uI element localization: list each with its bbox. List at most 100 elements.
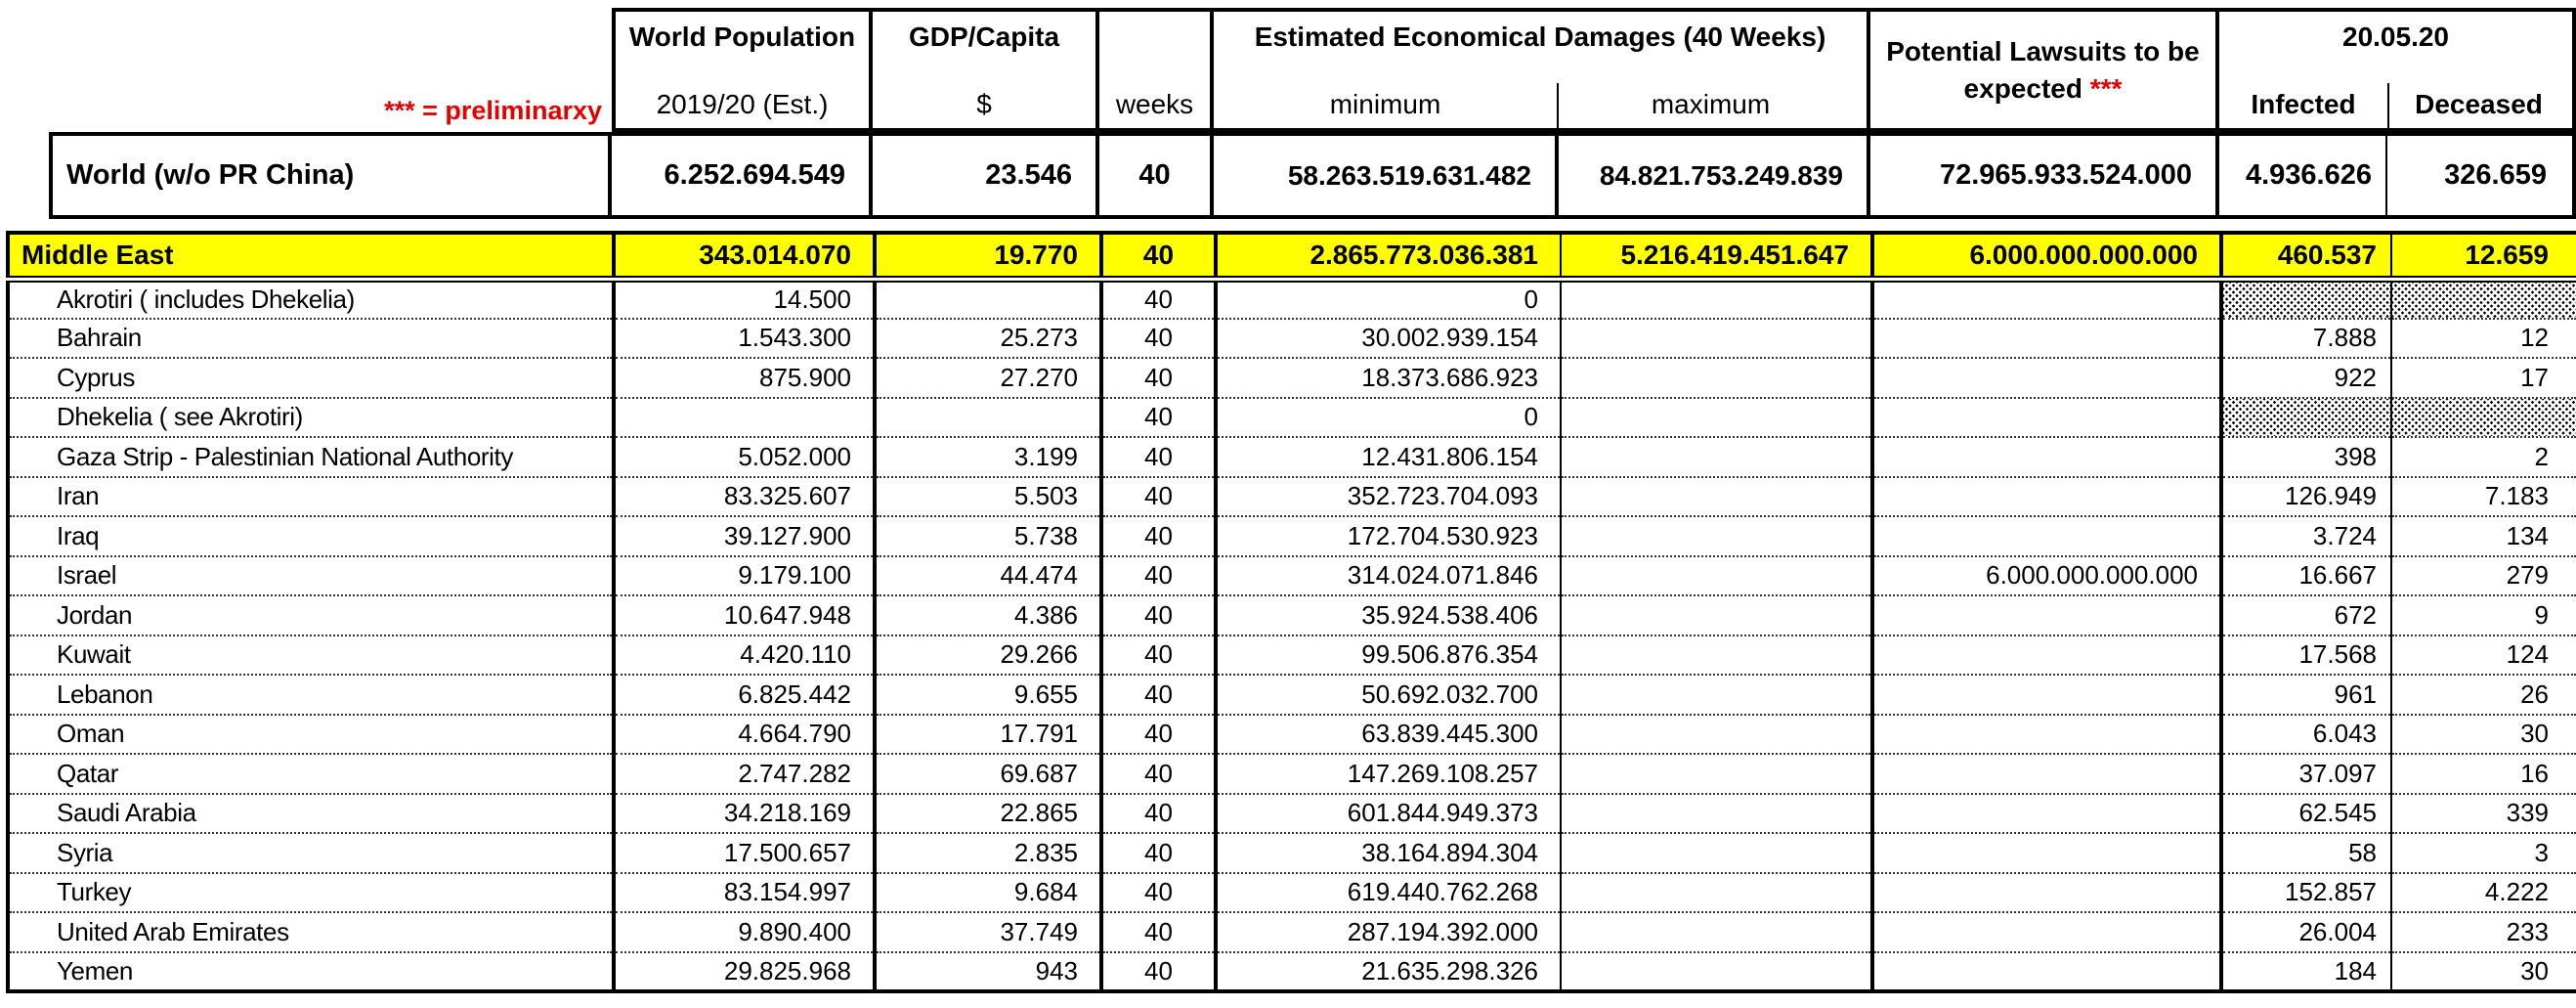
- world-name: World (w/o PR China): [66, 159, 355, 191]
- country-lawsuits: [1870, 753, 2221, 794]
- country-population: [612, 396, 875, 437]
- country-weeks: 40: [1099, 792, 1216, 833]
- country-deceased: 4.222: [2390, 871, 2576, 912]
- country-damages-min: 619.440.762.268: [1214, 871, 1561, 912]
- country-damages-min: 63.839.445.300: [1214, 713, 1561, 754]
- country-damages-max: [1560, 554, 1872, 595]
- country-weeks: 40: [1099, 554, 1216, 595]
- country-damages-min: 0: [1214, 396, 1561, 437]
- country-weeks: 40: [1099, 317, 1216, 358]
- region-infected: 460.537: [2219, 233, 2391, 283]
- country-name: Bahrain: [8, 317, 614, 358]
- damages-title: Estimated Economical Damages (40 Weeks): [1254, 22, 1826, 52]
- table-row: Qatar 2.747.282 69.687 40 147.269.108.25…: [8, 753, 2576, 794]
- country-gdp: 29.266: [873, 634, 1101, 675]
- country-damages-max: [1560, 674, 1872, 715]
- country-damages-min: 147.269.108.257: [1214, 753, 1561, 794]
- country-damages-max: [1560, 753, 1872, 794]
- country-infected: 922: [2219, 357, 2391, 398]
- table-row: Oman 4.664.790 17.791 40 63.839.445.300 …: [8, 713, 2576, 754]
- world-deceased: 326.659: [2385, 136, 2572, 215]
- column-header-date: 20.05.20 Infected Deceased: [2219, 8, 2576, 132]
- lawsuits-title: Potential Lawsuits to be expected ***: [1886, 33, 2199, 108]
- country-infected: 184: [2219, 950, 2391, 991]
- country-gdp: 9.655: [873, 674, 1101, 715]
- country-name: Gaza Strip - Palestinian National Author…: [8, 436, 614, 477]
- middle-east-table: Middle East 343.014.070 19.770 40 2.865.…: [6, 231, 2576, 993]
- country-damages-min: 99.506.876.354: [1214, 634, 1561, 675]
- country-population: 17.500.657: [612, 832, 875, 873]
- region-population: 343.014.070: [612, 233, 875, 283]
- country-gdp: 9.684: [873, 871, 1101, 912]
- country-deceased: 30: [2390, 950, 2576, 991]
- country-deceased: 134: [2390, 515, 2576, 556]
- country-deceased: [2390, 396, 2576, 437]
- world-population: 6.252.694.549: [608, 136, 869, 215]
- country-deceased: 2: [2390, 436, 2576, 477]
- country-gdp: 5.503: [873, 475, 1101, 516]
- region-gdp: 19.770: [873, 233, 1101, 283]
- country-damages-max: [1560, 515, 1872, 556]
- country-population: 10.647.948: [612, 594, 875, 635]
- country-name: Iran: [8, 475, 614, 516]
- table-row: Dhekelia ( see Akrotiri) 40 0: [8, 396, 2576, 437]
- country-infected: [2219, 279, 2391, 319]
- country-damages-max: [1560, 357, 1872, 398]
- country-gdp: 25.273: [873, 317, 1101, 358]
- weeks-label: weeks: [1115, 89, 1194, 119]
- country-population: 4.420.110: [612, 634, 875, 675]
- country-deceased: 30: [2390, 713, 2576, 754]
- country-damages-min: 12.431.806.154: [1214, 436, 1561, 477]
- country-gdp: 27.270: [873, 357, 1101, 398]
- country-name: United Arab Emirates: [8, 911, 614, 952]
- country-gdp: 44.474: [873, 554, 1101, 595]
- infected-label: Infected: [2251, 89, 2356, 119]
- country-damages-max: [1560, 792, 1872, 833]
- region-total-row: Middle East 343.014.070 19.770 40 2.865.…: [8, 233, 2576, 283]
- country-population: 83.325.607: [612, 475, 875, 516]
- lawsuits-line1: Potential Lawsuits to be: [1886, 35, 2200, 66]
- country-deceased: 7.183: [2390, 475, 2576, 516]
- table-row: Akrotiri ( includes Dhekelia) 14.500 40 …: [8, 279, 2576, 319]
- damages-subheaders: minimum maximum: [1214, 83, 1867, 128]
- country-weeks: 40: [1099, 713, 1216, 754]
- column-header-lawsuits: Potential Lawsuits to be expected ***: [1870, 8, 2219, 132]
- country-gdp: 5.738: [873, 515, 1101, 556]
- country-name: Turkey: [8, 871, 614, 912]
- table-row: Syria 17.500.657 2.835 40 38.164.894.304…: [8, 832, 2576, 873]
- table-row: Saudi Arabia 34.218.169 22.865 40 601.84…: [8, 792, 2576, 833]
- world-weeks: 40: [1095, 136, 1210, 215]
- table-row: Yemen 29.825.968 943 40 21.635.298.326 1…: [8, 950, 2576, 991]
- country-deceased: 16: [2390, 753, 2576, 794]
- country-name: Iraq: [8, 515, 614, 556]
- country-lawsuits: [1870, 436, 2221, 477]
- country-population: 9.890.400: [612, 911, 875, 952]
- country-damages-min: 314.024.071.846: [1214, 554, 1561, 595]
- country-population: 9.179.100: [612, 554, 875, 595]
- country-gdp: 22.865: [873, 792, 1101, 833]
- column-header-weeks: weeks: [1099, 8, 1214, 132]
- country-weeks: 40: [1099, 950, 1216, 991]
- country-population: 14.500: [612, 279, 875, 319]
- country-population: 34.218.169: [612, 792, 875, 833]
- country-damages-max: [1560, 832, 1872, 873]
- country-damages-max: [1560, 475, 1872, 516]
- country-lawsuits: [1870, 911, 2221, 952]
- country-name: Lebanon: [8, 674, 614, 715]
- country-lawsuits: [1870, 279, 2221, 319]
- country-lawsuits: [1870, 713, 2221, 754]
- country-damages-min: 352.723.704.093: [1214, 475, 1561, 516]
- country-infected: [2219, 396, 2391, 437]
- date-label: 20.05.20: [2342, 22, 2449, 52]
- population-subtitle: 2019/20 (Est.): [656, 89, 829, 119]
- country-damages-min: 18.373.686.923: [1214, 357, 1561, 398]
- country-damages-min: 50.692.032.700: [1214, 674, 1561, 715]
- country-name: Oman: [8, 713, 614, 754]
- country-infected: 62.545: [2219, 792, 2391, 833]
- world-gdp: 23.546: [869, 136, 1095, 215]
- country-deceased: 279: [2390, 554, 2576, 595]
- country-population: 39.127.900: [612, 515, 875, 556]
- country-population: 6.825.442: [612, 674, 875, 715]
- region-lawsuits: 6.000.000.000.000: [1870, 233, 2221, 283]
- country-damages-min: 172.704.530.923: [1214, 515, 1561, 556]
